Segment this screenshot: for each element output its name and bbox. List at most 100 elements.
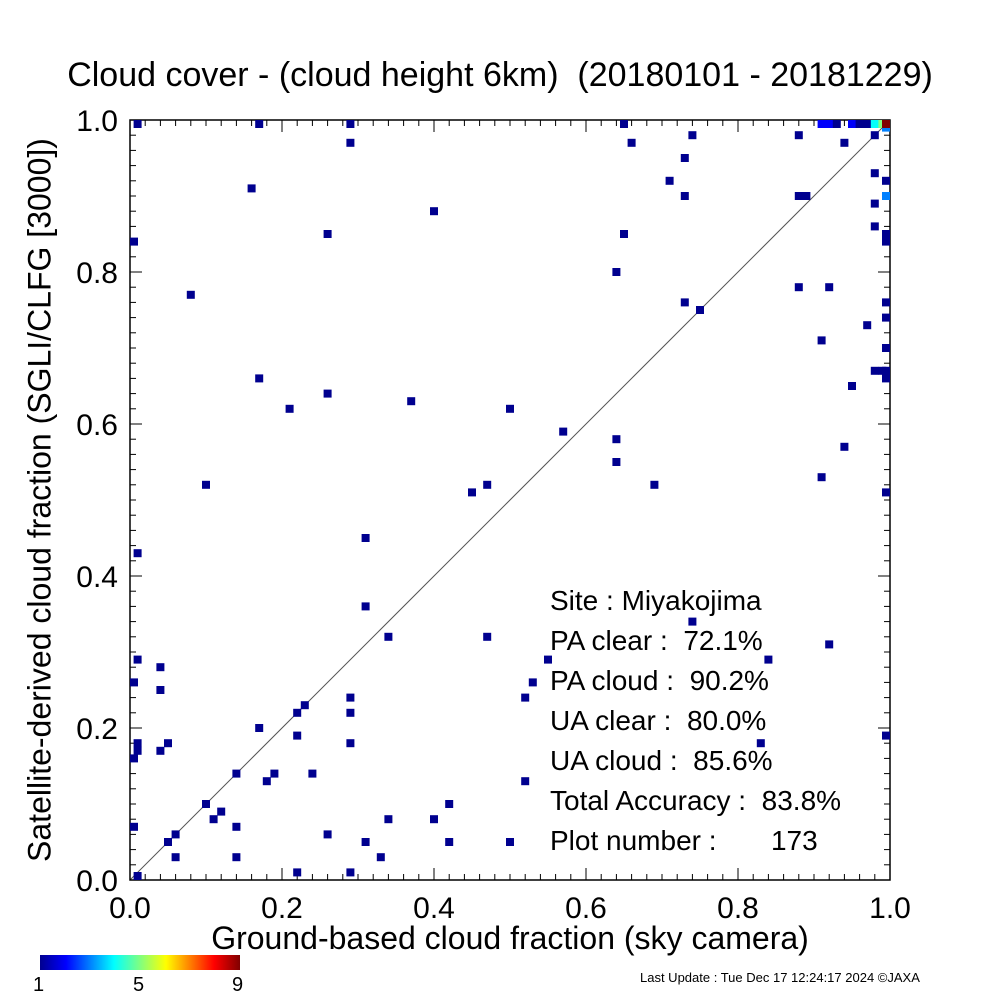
data-point	[882, 731, 890, 740]
data-point	[848, 382, 856, 390]
data-point	[346, 708, 355, 717]
data-point	[620, 120, 628, 128]
data-point	[688, 131, 697, 140]
data-point	[882, 298, 890, 307]
data-point	[688, 617, 697, 626]
data-point	[156, 746, 165, 755]
data-point	[130, 822, 138, 831]
axis-ticks: 0.0 0.2 0.4 0.6 0.8 1.0 0.0 0.2 0.4 0.6 0.8 1.0	[76, 105, 911, 925]
y-tick-label: 0.2	[76, 713, 118, 746]
data-point	[840, 442, 849, 451]
data-point	[255, 374, 264, 383]
data-point	[483, 480, 492, 489]
data-point	[270, 769, 279, 778]
data-point	[156, 663, 165, 672]
data-point	[346, 739, 355, 748]
data-point	[544, 655, 552, 664]
data-point	[247, 184, 256, 193]
chart-title: Cloud cover - (cloud height 6km) (201801…	[67, 56, 933, 94]
data-point	[346, 138, 355, 147]
data-point	[361, 534, 370, 542]
data-point	[696, 306, 704, 314]
data-point	[882, 230, 890, 238]
data-point	[528, 678, 537, 687]
data-point	[612, 458, 621, 466]
data-point	[209, 815, 218, 824]
stats-plot-number: Plot number : 173	[550, 825, 818, 856]
data-point	[186, 290, 195, 299]
one-to-one-line	[129, 119, 891, 881]
data-point	[346, 868, 355, 877]
data-point	[612, 435, 621, 444]
data-point	[863, 321, 872, 330]
data-point	[870, 120, 879, 128]
data-point	[361, 838, 370, 846]
data-point	[346, 120, 355, 128]
data-point	[468, 488, 476, 497]
data-point	[293, 868, 302, 877]
data-point	[384, 632, 393, 641]
data-point	[293, 731, 302, 740]
data-point	[376, 853, 385, 862]
data-point	[870, 222, 879, 231]
stats-total-accuracy: Total Accuracy : 83.8%	[550, 785, 841, 816]
data-point	[202, 480, 210, 489]
data-point	[346, 693, 355, 702]
data-point	[232, 822, 241, 831]
data-point	[133, 549, 142, 558]
data-point	[870, 131, 879, 140]
data-point	[802, 192, 811, 200]
data-point	[506, 404, 514, 413]
x-tick-label: 0.6	[565, 892, 607, 925]
data-point	[308, 769, 317, 778]
data-point	[521, 777, 530, 786]
data-point	[323, 389, 332, 398]
data-point	[870, 169, 879, 178]
y-tick-label: 1.0	[76, 105, 118, 138]
data-point	[361, 602, 370, 611]
data-point	[262, 777, 271, 786]
data-point	[882, 120, 890, 128]
data-point	[665, 176, 674, 185]
y-tick-label: 0.0	[76, 865, 118, 898]
data-point	[164, 739, 172, 748]
data-point	[483, 632, 492, 641]
data-point	[130, 754, 138, 763]
data-point	[133, 746, 142, 755]
data-point	[680, 298, 689, 307]
data-point	[794, 192, 803, 200]
data-point	[882, 192, 890, 200]
data-points: Site : Miyakojima PA clear : 72.1% PA clou…	[130, 120, 890, 880]
data-point	[794, 283, 803, 292]
stats-ua-cloud: UA cloud : 85.6%	[550, 745, 773, 776]
y-axis-label: Satellite-derived cloud fraction (SGLI/C…	[21, 138, 58, 862]
data-point	[133, 120, 142, 128]
y-tick-label: 0.4	[76, 561, 118, 594]
data-point	[825, 283, 834, 292]
data-point	[171, 853, 180, 862]
data-point	[323, 830, 332, 839]
colorbar-label-mid: 5	[133, 974, 145, 996]
x-tick-label: 0.2	[261, 892, 303, 925]
data-point	[794, 131, 803, 140]
data-point	[407, 397, 416, 406]
data-point	[882, 374, 890, 383]
data-point	[445, 800, 454, 808]
data-point	[133, 655, 142, 664]
data-point	[882, 366, 890, 375]
data-point	[764, 655, 773, 664]
data-point	[130, 237, 138, 246]
x-tick-label: 0.0	[109, 892, 151, 925]
x-axis-label: Ground-based cloud fraction (sky camera)	[211, 920, 809, 956]
data-point	[620, 230, 628, 238]
data-point	[817, 120, 826, 128]
stats-pa-cloud: PA cloud : 90.2%	[550, 665, 769, 696]
data-point	[825, 640, 834, 649]
data-point	[612, 268, 621, 276]
data-point	[156, 686, 165, 694]
x-tick-label: 0.8	[717, 892, 759, 925]
data-point	[217, 807, 226, 816]
data-point	[870, 366, 879, 375]
data-point	[870, 199, 879, 208]
stats-ua-clear: UA clear : 80.0%	[550, 705, 766, 736]
